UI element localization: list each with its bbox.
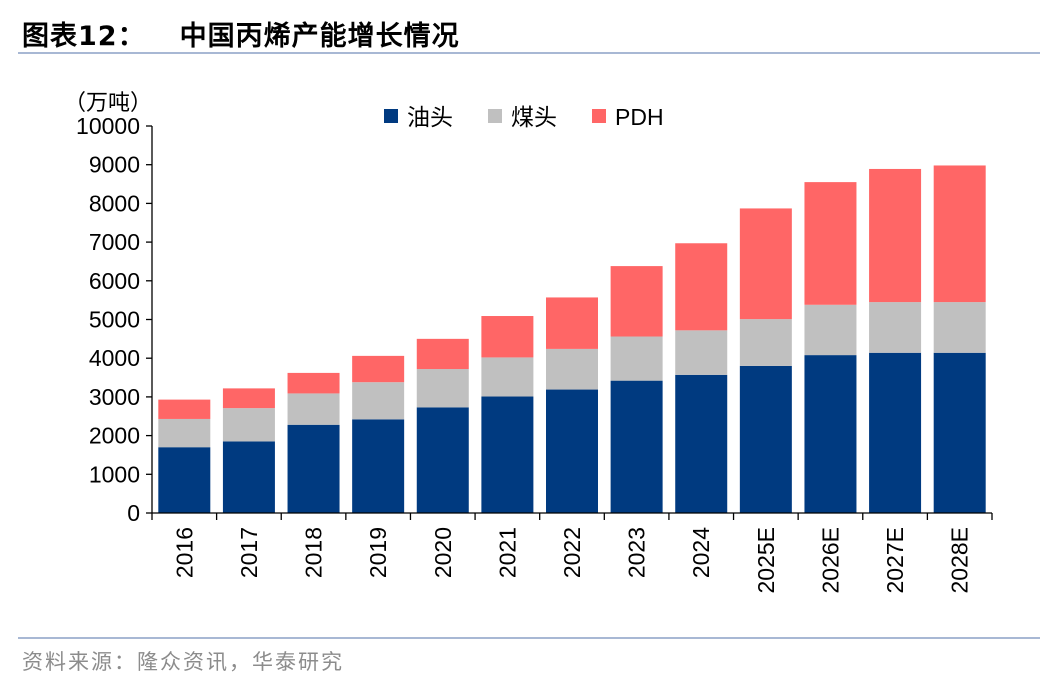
x-tick-label: 2021 <box>494 527 520 578</box>
chart-title: 中国丙烯产能增长情况 <box>179 21 460 52</box>
legend-label: PDH <box>615 104 664 130</box>
x-tick-label: 2023 <box>624 527 650 578</box>
bar-segment-coal-2021 <box>481 357 534 397</box>
bar-segment-oil-2028E <box>933 352 986 513</box>
bar-segment-pdh-2023 <box>610 266 663 337</box>
bars <box>158 165 986 513</box>
legend: 油头 煤头 PDH <box>384 104 664 130</box>
y-tick-label: 7000 <box>89 229 140 255</box>
bar-segment-pdh-2028E <box>933 165 986 303</box>
bar-segment-oil-2019 <box>352 419 405 513</box>
bar-segment-coal-2023 <box>610 336 663 381</box>
y-tick-label: 5000 <box>89 307 140 333</box>
bar-segment-pdh-2022 <box>546 297 598 349</box>
y-axis-unit-label: （万吨） <box>64 90 152 115</box>
bar-segment-pdh-2021 <box>481 316 534 358</box>
bar-segment-oil-2021 <box>481 396 534 513</box>
bar-segment-coal-2020 <box>416 369 469 408</box>
bar-segment-oil-2018 <box>287 424 340 513</box>
bar-segment-pdh-2027E <box>869 168 922 303</box>
y-tick-label: 10000 <box>76 113 140 139</box>
bar-segment-oil-2024 <box>675 374 728 513</box>
bar-segment-pdh-2020 <box>416 338 469 370</box>
bar-segment-coal-2026E <box>804 304 857 356</box>
legend-swatch <box>592 109 606 123</box>
y-tick-label: 0 <box>127 500 140 526</box>
x-tick-label: 2020 <box>430 527 456 578</box>
bar-segment-coal-2018 <box>287 393 340 425</box>
legend-label: 油头 <box>407 104 453 130</box>
title-divider <box>18 52 1040 54</box>
x-tick-label: 2018 <box>301 527 327 578</box>
bar-segment-coal-2024 <box>675 330 728 375</box>
bar-segment-coal-2019 <box>352 382 405 420</box>
y-tick-label: 8000 <box>89 190 140 216</box>
bar-segment-coal-2016 <box>158 418 211 448</box>
bar-segment-coal-2025E <box>739 319 792 366</box>
x-tick-label: 2019 <box>365 527 391 578</box>
bar-segment-oil-2022 <box>546 389 598 513</box>
bar-segment-pdh-2017 <box>222 388 275 409</box>
y-tick-label: 2000 <box>89 423 140 449</box>
y-tick-label: 3000 <box>89 384 140 410</box>
bar-segment-oil-2017 <box>222 441 275 513</box>
x-tick-label: 2028E <box>947 527 973 594</box>
bar-segment-oil-2025E <box>739 365 792 513</box>
bar-segment-coal-2017 <box>222 408 275 442</box>
y-axis: 0 1000 2000 3000 4000 5000 6000 7000 8000 9000 100… <box>76 113 153 526</box>
x-tick-label: 2022 <box>559 527 585 578</box>
bar-segment-pdh-2016 <box>158 399 211 419</box>
bar-segment-coal-2028E <box>933 302 986 353</box>
x-tick-label: 2025E <box>753 527 779 594</box>
bar-segment-pdh-2025E <box>739 208 792 320</box>
legend-swatch <box>488 109 502 123</box>
x-tick-label: 2026E <box>817 527 843 594</box>
x-tick-label: 2016 <box>171 527 197 578</box>
x-tick-label: 2027E <box>882 527 908 594</box>
y-tick-label: 9000 <box>89 152 140 178</box>
x-tick-label: 2024 <box>688 527 714 578</box>
x-tick-label: 2017 <box>236 527 262 578</box>
bar-segment-oil-2026E <box>804 355 857 513</box>
bar-segment-pdh-2026E <box>804 182 857 305</box>
bar-segment-coal-2027E <box>869 302 922 353</box>
y-tick-label: 6000 <box>89 268 140 294</box>
figure-title: 图表12： 中国丙烯产能增长情况 <box>22 14 460 53</box>
bar-segment-oil-2023 <box>610 380 663 513</box>
legend-swatch <box>384 109 398 123</box>
source-note: 资料来源：隆众资讯，华泰研究 <box>22 650 344 674</box>
x-axis: 2016 2017 2018 2019 2020 2021 2022 2023 2024 2025… <box>151 512 993 594</box>
y-tick-label: 1000 <box>89 461 140 487</box>
stacked-bar-chart: （万吨） 油头 煤头 PDH 0 1000 2000 3000 4000 5000 6000 70… <box>64 90 993 594</box>
figure-label: 图表12： <box>22 21 146 52</box>
y-tick-label: 4000 <box>89 345 140 371</box>
bar-segment-pdh-2019 <box>352 355 405 383</box>
legend-label: 煤头 <box>511 104 557 130</box>
bar-segment-oil-2020 <box>416 407 469 513</box>
bar-segment-oil-2027E <box>869 352 922 513</box>
source-divider <box>18 637 1040 639</box>
bar-segment-pdh-2018 <box>287 372 340 394</box>
bar-segment-pdh-2024 <box>675 243 728 331</box>
bar-segment-coal-2022 <box>546 348 598 390</box>
bar-segment-oil-2016 <box>158 447 211 513</box>
